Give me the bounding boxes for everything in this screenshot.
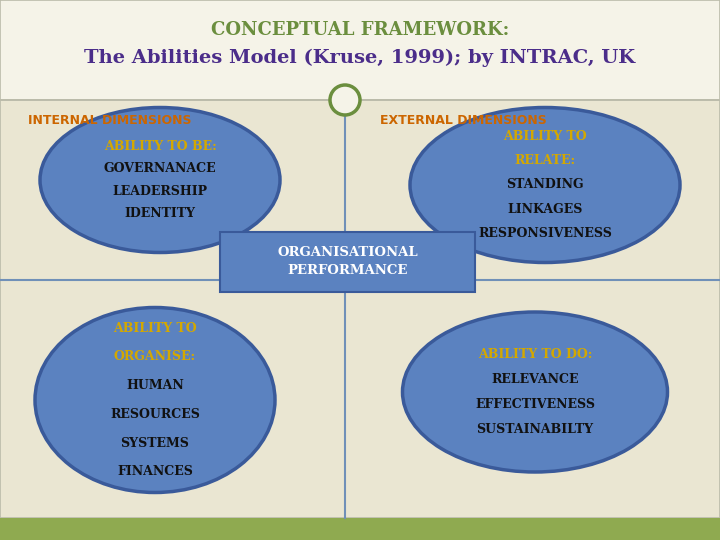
Text: STANDING: STANDING (506, 179, 584, 192)
Circle shape (330, 85, 360, 115)
Text: RELATE:: RELATE: (514, 154, 575, 167)
Text: ABILITY TO: ABILITY TO (113, 322, 197, 335)
Text: SYSTEMS: SYSTEMS (120, 436, 189, 449)
FancyBboxPatch shape (220, 232, 475, 292)
Text: SUSTAINABILTY: SUSTAINABILTY (477, 423, 593, 436)
Text: ABILITY TO: ABILITY TO (503, 131, 587, 144)
Text: ABILITY TO BE:: ABILITY TO BE: (104, 140, 217, 153)
Text: FINANCES: FINANCES (117, 465, 193, 478)
FancyBboxPatch shape (0, 0, 720, 100)
Text: EFFECTIVENESS: EFFECTIVENESS (475, 398, 595, 411)
Text: ORGANISATIONAL
PERFORMANCE: ORGANISATIONAL PERFORMANCE (277, 246, 418, 278)
Text: RESOURCES: RESOURCES (110, 408, 200, 421)
Ellipse shape (402, 312, 667, 472)
Text: IDENTITY: IDENTITY (125, 207, 196, 220)
Text: LINKAGES: LINKAGES (508, 202, 582, 215)
Text: CONCEPTUAL FRAMEWORK:: CONCEPTUAL FRAMEWORK: (211, 21, 509, 39)
Text: INTERNAL DIMENSIONS: INTERNAL DIMENSIONS (28, 113, 192, 126)
Text: LEADERSHIP: LEADERSHIP (112, 185, 207, 198)
Text: HUMAN: HUMAN (126, 379, 184, 392)
Ellipse shape (410, 107, 680, 262)
FancyBboxPatch shape (0, 518, 720, 540)
Text: EXTERNAL DIMENSIONS: EXTERNAL DIMENSIONS (380, 113, 546, 126)
Text: The Abilities Model (Kruse, 1999); by INTRAC, UK: The Abilities Model (Kruse, 1999); by IN… (84, 49, 636, 67)
Text: RESPONSIVENESS: RESPONSIVENESS (478, 227, 612, 240)
Text: ABILITY TO DO:: ABILITY TO DO: (478, 348, 592, 361)
FancyBboxPatch shape (0, 100, 720, 518)
Ellipse shape (35, 307, 275, 492)
Ellipse shape (40, 107, 280, 253)
Text: GOVERNANACE: GOVERNANACE (104, 162, 216, 176)
Text: RELEVANCE: RELEVANCE (491, 373, 579, 386)
Text: ORGANISE:: ORGANISE: (114, 350, 196, 363)
